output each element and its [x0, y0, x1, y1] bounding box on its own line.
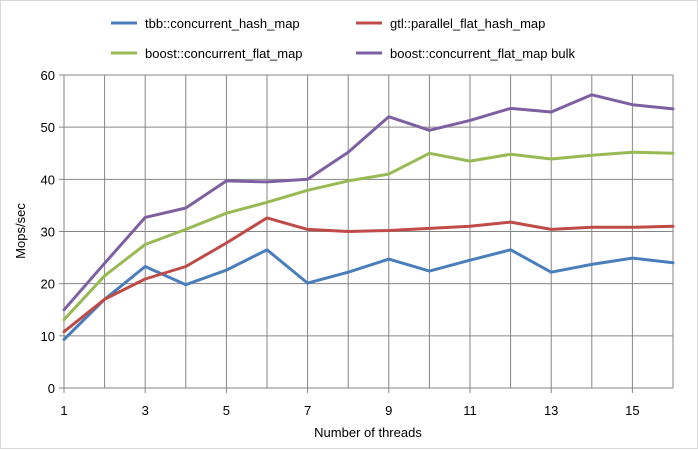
series-line-4: [62, 93, 675, 312]
series-lines: [62, 93, 675, 341]
y-tick-label: 40: [41, 172, 55, 187]
x-axis-title: Number of threads: [314, 425, 422, 440]
y-axis-ticks: 0 10 20 30 40 50 60: [41, 68, 64, 396]
legend: tbb::concurrent_hash_map gtl::parallel_fl…: [111, 16, 575, 61]
x-axis-ticks: 1 3 5 7 9 11 13 15: [60, 388, 640, 418]
legend-label: tbb::concurrent_hash_map: [145, 16, 300, 31]
y-tick-label: 60: [41, 68, 55, 83]
x-tick-label: 7: [304, 403, 311, 418]
x-tick-label: 9: [385, 403, 392, 418]
series-line-3: [62, 150, 675, 322]
x-tick-label: 5: [223, 403, 230, 418]
x-tick-label: 13: [544, 403, 558, 418]
y-tick-label: 50: [41, 120, 55, 135]
series-line-1: [62, 248, 675, 341]
y-tick-label: 20: [41, 277, 55, 292]
x-tick-label: 3: [142, 403, 149, 418]
x-tick-label: 11: [463, 403, 477, 418]
legend-label: boost::concurrent_flat_map: [145, 46, 303, 61]
series-line-2: [62, 216, 675, 334]
y-tick-label: 10: [41, 329, 55, 344]
y-tick-label: 30: [41, 225, 55, 240]
y-tick-label: 0: [48, 381, 55, 396]
x-tick-label: 15: [625, 403, 639, 418]
y-axis-title: Mops/sec: [13, 203, 28, 259]
legend-label: boost::concurrent_flat_map bulk: [390, 46, 575, 61]
legend-label: gtl::parallel_flat_hash_map: [390, 16, 545, 31]
x-tick-label: 1: [60, 403, 67, 418]
